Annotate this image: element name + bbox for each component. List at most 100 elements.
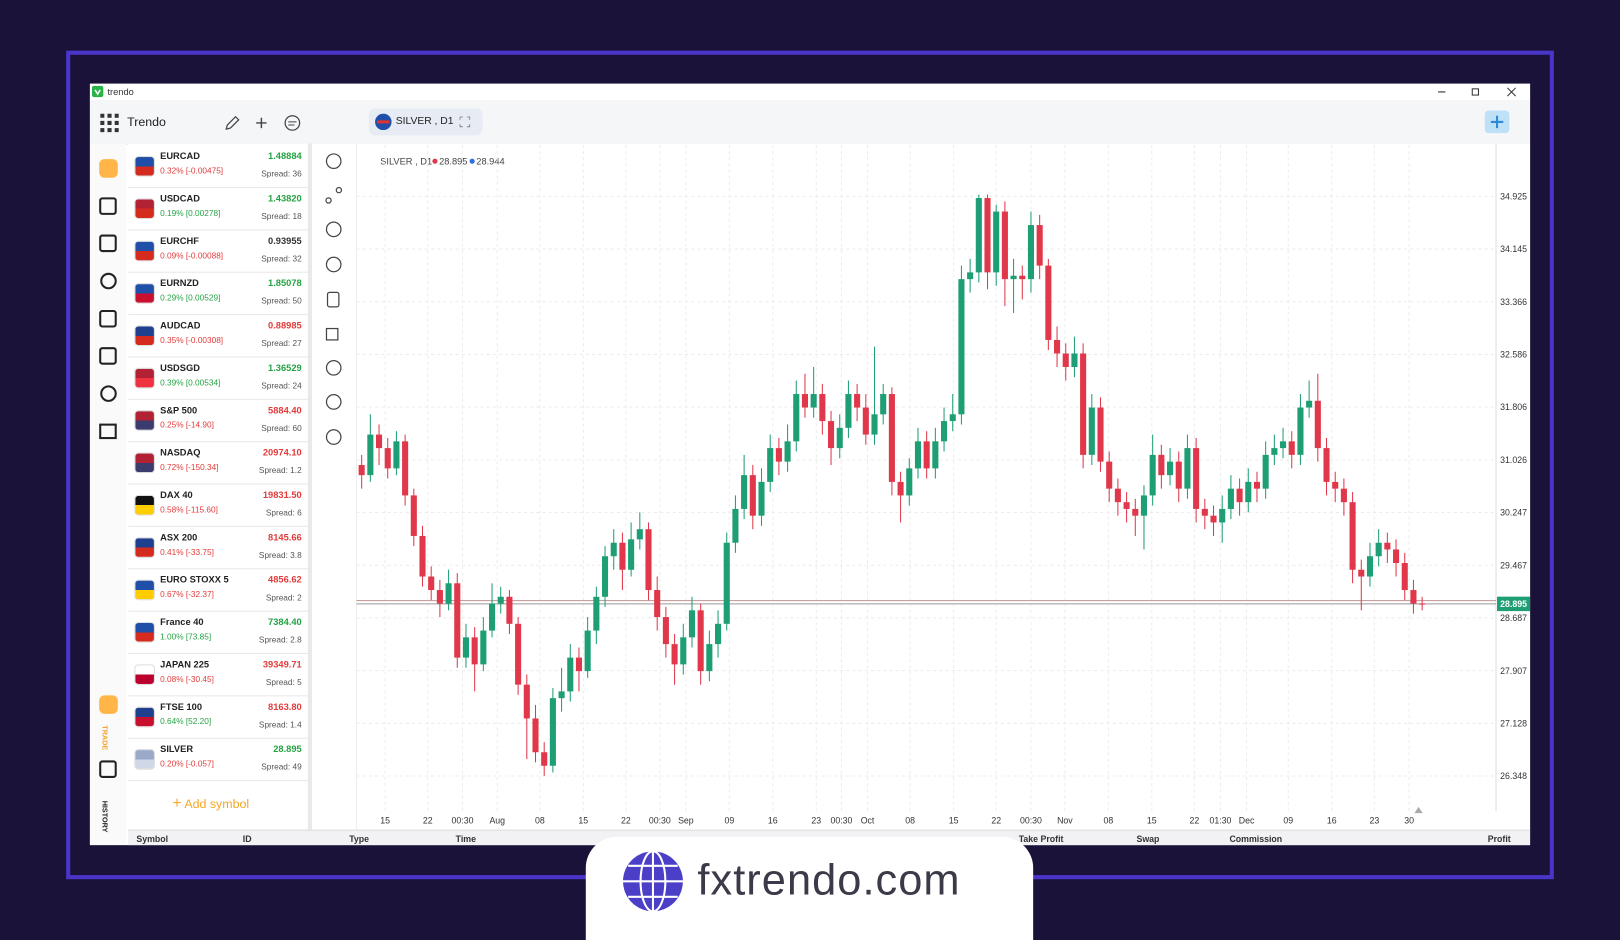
symbol-row[interactable]: ASX 200 0.41% [-33.75] 8145.66 Spread: 3.8 <box>128 527 308 570</box>
candle-body <box>1314 400 1321 449</box>
symbol-spread: Spread: 49 <box>261 762 302 772</box>
symbol-flag <box>134 579 155 601</box>
y-tick-label: 29.467 <box>1500 560 1527 570</box>
candle-body <box>402 441 409 496</box>
symbol-price: 5884.40 <box>268 404 302 416</box>
candle-body <box>575 657 583 672</box>
symbol-spread: Spread: 1.4 <box>258 720 302 730</box>
price-tag <box>1497 596 1531 612</box>
symbol-change: 0.09% [-0.00088] <box>160 251 224 261</box>
symbol-row[interactable]: AUDCAD 0.35% [-0.00308] 0.88985 Spread: 27 <box>128 315 308 358</box>
symbol-price: 39349.71 <box>262 659 302 670</box>
symbol-change: 0.32% [-0.00475] <box>160 166 224 176</box>
symbol-row[interactable]: JAPAN 225 0.08% [-30.45] 39349.71 Spread: 5 <box>128 654 308 697</box>
candle-body <box>471 637 478 665</box>
symbol-row[interactable]: EURCAD 0.32% [-0.00475] 1.48884 Spread: 36 <box>128 146 308 189</box>
symbol-change: 0.20% [-0.057] <box>160 759 214 769</box>
sidebar: TRADE HISTORY <box>89 143 127 846</box>
symbol-price: 1.85078 <box>268 277 302 289</box>
candle-body <box>1167 461 1174 476</box>
x-tick-label: Aug <box>489 815 505 825</box>
symbol-row[interactable]: NASDAQ 0.72% [-150.34] 20974.10 Spread: 1.2 <box>128 442 308 485</box>
app-name: trendo <box>107 86 134 98</box>
candle-body <box>602 556 609 597</box>
x-tick-label: 16 <box>768 815 778 825</box>
candle-body <box>801 394 809 408</box>
candle-body <box>688 610 696 638</box>
candle-body <box>384 448 391 469</box>
symbol-row[interactable]: S&P 500 0.25% [-14.90] 5884.40 Spread: 60 <box>128 400 308 443</box>
candle-body <box>1393 549 1400 563</box>
candle-body <box>967 272 974 280</box>
candle-body <box>1297 407 1304 455</box>
x-tick-label: 23 <box>1369 815 1379 825</box>
symbol-price: 20974.10 <box>262 447 302 458</box>
candle-body <box>358 464 365 476</box>
x-tick-label: 08 <box>905 815 915 825</box>
candle-body <box>462 637 470 658</box>
symbol-spread: Spread: 18 <box>261 211 302 222</box>
symbol-price: 8145.66 <box>268 532 302 543</box>
candle-body <box>480 630 487 665</box>
symbol-row[interactable]: SILVER 0.20% [-0.057] 28.895 Spread: 49 <box>128 739 308 782</box>
candle-body <box>584 630 591 672</box>
candle-body <box>958 279 965 415</box>
symbol-change: 0.25% [-14.90] <box>160 420 214 430</box>
symbol-name: EURNZD <box>160 277 199 289</box>
symbol-row[interactable]: France 40 1.00% [73.85] 7384.40 Spread: 2.8 <box>128 612 308 654</box>
column-header: Profit <box>1487 833 1511 845</box>
candle-body <box>1401 562 1408 591</box>
candle-body <box>949 414 956 422</box>
symbol-row[interactable]: FTSE 100 0.64% [52.20] 8163.80 Spread: 1.4 <box>128 696 308 739</box>
x-tick-label: Dec <box>1239 815 1255 825</box>
column-header: Time <box>455 833 476 845</box>
symbol-flag <box>134 664 155 685</box>
expand-icon[interactable] <box>459 116 471 128</box>
candle-body <box>1210 515 1217 523</box>
candle-body <box>1306 400 1313 408</box>
y-tick-label: 34.925 <box>1500 191 1527 201</box>
add-symbol-label: Add symbol <box>184 796 250 812</box>
symbol-change: 0.08% [-30.45] <box>160 674 214 684</box>
candle-body <box>1280 441 1287 449</box>
candle-body <box>1019 275 1026 280</box>
y-tick-label: 28.687 <box>1500 613 1527 623</box>
symbol-row[interactable]: DAX 40 0.58% [-115.60] 19831.50 Spread: 6 <box>128 485 308 527</box>
candle-body <box>1219 508 1226 523</box>
add-symbol[interactable]: + Add symbol <box>173 795 250 813</box>
symbol-spread: Spread: 1.2 <box>258 465 302 476</box>
symbol-row[interactable]: EURNZD 0.29% [0.00529] 1.85078 Spread: 50 <box>128 273 308 316</box>
candle-body <box>941 421 948 442</box>
symbol-spread: Spread: 3.8 <box>258 550 302 560</box>
drawing-tools[interactable] <box>325 153 343 445</box>
add-chart-button[interactable] <box>1484 110 1510 134</box>
candle-body <box>436 590 443 604</box>
x-tick-label: 09 <box>1283 815 1293 825</box>
x-tick-label: Sep <box>678 815 694 825</box>
symbol-row[interactable]: USDCAD 0.19% [0.00278] 1.43820 Spread: 18 <box>128 188 308 231</box>
x-tick-label: 22 <box>991 815 1001 825</box>
ask-value: 28.944 <box>476 156 504 166</box>
window-controls[interactable] <box>1433 86 1526 98</box>
x-tick-label: 00:30 <box>1020 815 1042 825</box>
symbol-name: AUDCAD <box>160 320 201 331</box>
apps-icon[interactable] <box>100 113 119 133</box>
bid-value: 28.895 <box>439 156 467 166</box>
toolbar-tools[interactable] <box>222 113 315 134</box>
candle-body <box>497 596 504 604</box>
symbol-row[interactable]: EURO STOXX 5 0.67% [-32.37] 4856.62 Spread:… <box>128 569 308 612</box>
symbol-name: EURCHF <box>160 235 199 246</box>
symbol-row[interactable]: EURCHF 0.09% [-0.00088] 0.93955 Spread: 32 <box>128 230 308 273</box>
candle-body <box>1097 407 1104 462</box>
chart-tab[interactable]: SILVER , D1 <box>368 108 483 136</box>
symbol-price: 7384.40 <box>268 616 302 628</box>
symbol-flag <box>134 706 155 728</box>
candle-body <box>897 481 904 496</box>
candle-body <box>932 441 939 469</box>
y-tick-label: 30.247 <box>1500 508 1527 518</box>
symbol-name: EURCAD <box>160 150 200 162</box>
symbol-flag <box>134 325 155 347</box>
sidebar-icons[interactable] <box>90 144 126 846</box>
symbol-row[interactable]: USDSGD 0.39% [0.00534] 1.36529 Spread: 24 <box>128 357 308 400</box>
candle-body <box>1062 353 1069 367</box>
